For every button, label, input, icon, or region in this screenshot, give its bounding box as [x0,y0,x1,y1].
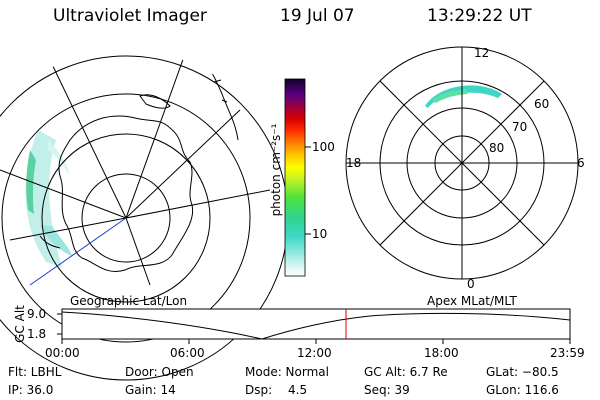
timeline-xtick-1800: 18:00 [424,346,459,360]
timeline-ytick-1-8: 1.8 [27,327,47,341]
info-filter: Flt: LBHL [8,365,62,379]
polar-label-0: 0 [467,277,475,291]
polar-label-80: 80 [489,141,505,155]
colorbar-tick-100: 100 [312,140,335,154]
timeline-xtick-2359: 23:59 [550,346,585,360]
info-gain: Gain: 14 [125,383,176,397]
info-glon: GLon: 116.6 [486,383,559,397]
info-seq: Seq: 39 [364,383,410,397]
polar-plot [345,46,579,280]
timeline-xtick-0600: 06:00 [170,346,205,360]
polar-label-18: 18 [346,156,362,170]
timeline-geo-title: Geographic Lat/Lon [70,294,188,308]
colorbar-tick-10: 10 [312,227,328,241]
info-dsp-label: Dsp: [245,383,273,397]
info-gc-alt: GC Alt: 6.7 Re [364,365,448,379]
date-label: 19 Jul 07 [280,6,355,26]
geographic-map [0,50,289,381]
timeline-plot [57,308,571,344]
polar-label-70: 70 [512,120,528,134]
info-glat: GLat: −80.5 [486,365,559,379]
instrument-title: Ultraviolet Imager [53,6,207,26]
info-dsp-value: 4.5 [288,383,308,397]
colorbar [284,78,311,277]
colorbar-unit-label: photon cm⁻²s⁻¹ [269,123,283,217]
timeline-xtick-1200: 12:00 [297,346,332,360]
timeline-axis-label: GC Alt [13,305,27,343]
timeline-apex-title: Apex MLat/MLT [427,294,517,308]
polar-label-6: 6 [577,156,585,170]
timeline-ytick-9: 9.0 [27,307,47,321]
polar-label-60: 60 [534,97,550,111]
info-ip: IP: 36.0 [8,383,54,397]
info-door: Door: Open [125,365,194,379]
time-label: 13:29:22 UT [427,6,532,26]
info-mode: Mode: Normal [245,365,329,379]
timeline-xtick-0000: 00:00 [45,346,80,360]
polar-label-12: 12 [474,46,490,60]
